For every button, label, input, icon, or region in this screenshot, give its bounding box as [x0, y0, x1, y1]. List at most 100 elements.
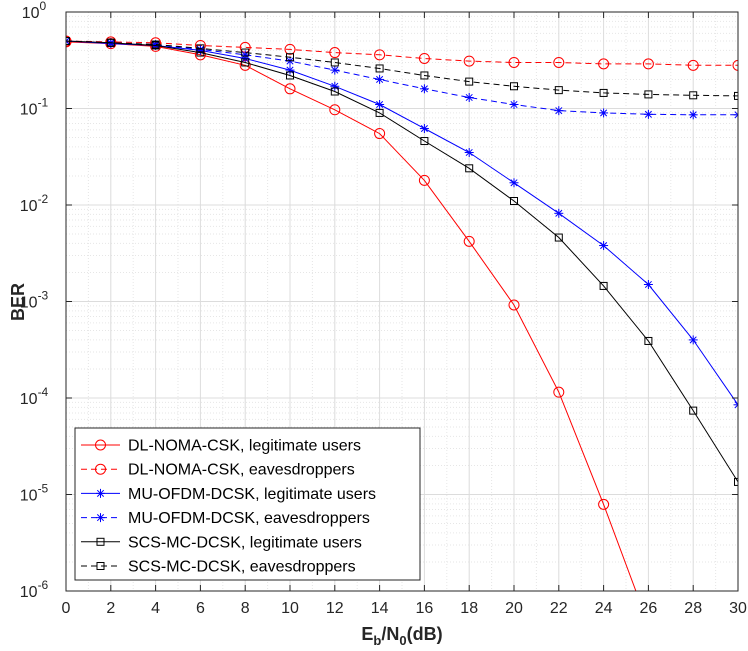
- legend: DL-NOMA-CSK, legitimate users DL-NOMA-CSK…: [74, 427, 421, 581]
- series-4: [66, 36, 738, 120]
- x-tick-label: 30: [729, 600, 747, 617]
- x-axis-label: Eb/N0(dB): [361, 624, 442, 648]
- legend-label: MU-OFDM-DCSK, legitimate users: [128, 486, 376, 503]
- data-point: [374, 49, 386, 61]
- x-tick-label: 8: [241, 600, 250, 617]
- x-tick-label: 28: [684, 600, 702, 617]
- data-point: [96, 537, 105, 546]
- legend-entry: SCS-MC-DCSK, eavesdroppers: [81, 559, 356, 576]
- x-axis-label-mid: /N: [381, 624, 399, 644]
- data-point: [420, 137, 429, 146]
- series-6: [66, 37, 738, 100]
- x-tick-label: 18: [460, 600, 478, 617]
- data-point: [734, 477, 738, 486]
- x-axis-label-sub-0: 0: [399, 633, 406, 648]
- data-point: [599, 88, 608, 97]
- data-point: [554, 86, 563, 95]
- data-point: [329, 104, 341, 116]
- data-point: [733, 400, 738, 410]
- legend-label: MU-OFDM-DCSK, eavesdroppers: [128, 510, 370, 527]
- legend-label: SCS-MC-DCSK, legitimate users: [128, 534, 362, 551]
- x-tick-label: 10: [281, 600, 299, 617]
- data-point: [375, 108, 384, 117]
- data-point: [554, 208, 564, 218]
- data-point: [463, 55, 475, 67]
- data-point: [510, 197, 518, 206]
- data-point: [464, 147, 474, 157]
- data-point: [465, 164, 474, 173]
- data-point: [95, 463, 106, 475]
- x-tick-label: 26: [640, 600, 658, 617]
- data-point: [241, 58, 250, 67]
- data-point: [554, 106, 564, 116]
- x-tick-label: 24: [595, 600, 613, 617]
- data-point: [330, 87, 339, 96]
- data-point: [418, 52, 430, 64]
- data-point: [196, 48, 205, 57]
- data-point: [375, 74, 385, 84]
- legend-box: [74, 427, 421, 581]
- series-3: [66, 36, 738, 410]
- x-axis-label-sub-b: b: [373, 633, 381, 648]
- x-axis-label-tail: (dB): [407, 624, 443, 644]
- data-point: [196, 44, 205, 53]
- x-axis-label-base: E: [361, 624, 373, 644]
- data-point: [329, 47, 341, 59]
- data-point: [599, 281, 608, 290]
- data-point: [96, 488, 105, 498]
- data-point: [688, 110, 698, 120]
- x-tick-label: 4: [151, 600, 160, 617]
- data-point: [689, 91, 698, 100]
- data-point: [419, 84, 429, 94]
- series-line: [66, 40, 738, 406]
- y-tick-label: 10-3: [20, 289, 49, 312]
- data-point: [643, 280, 653, 290]
- data-point: [419, 124, 429, 134]
- data-point: [734, 91, 738, 100]
- data-point: [375, 64, 384, 73]
- legend-entry: MU-OFDM-DCSK, legitimate users: [81, 486, 376, 503]
- x-tick-label: 14: [371, 600, 389, 617]
- legend-entry: DL-NOMA-CSK, legitimate users: [81, 438, 361, 455]
- series-line: [66, 40, 738, 483]
- series-line: [66, 40, 738, 66]
- data-point: [509, 100, 519, 110]
- data-point: [286, 53, 294, 62]
- y-tick-label: 100: [22, 0, 47, 22]
- data-point: [642, 58, 654, 70]
- data-point: [151, 40, 160, 49]
- x-tick-label: 0: [62, 600, 71, 617]
- x-tick-label: 20: [505, 600, 523, 617]
- data-point: [284, 43, 296, 55]
- data-point: [374, 128, 386, 140]
- x-tick-label: 6: [196, 600, 205, 617]
- data-point: [733, 110, 738, 120]
- series-layer: [66, 35, 738, 591]
- data-point: [96, 562, 105, 570]
- series-line: [66, 41, 637, 591]
- data-point: [465, 77, 474, 86]
- x-axis-ticks: 0 2 4 6 8 10 12 14 16 18 20 22 24 26 28 30: [62, 12, 747, 617]
- data-point: [688, 335, 698, 345]
- legend-label: DL-NOMA-CSK, legitimate users: [128, 438, 361, 455]
- data-point: [554, 233, 563, 242]
- data-point: [689, 406, 698, 415]
- data-point: [687, 59, 699, 71]
- data-point: [420, 71, 429, 80]
- data-point: [508, 56, 520, 68]
- data-point: [375, 100, 385, 110]
- data-point: [644, 90, 653, 99]
- legend-entry: MU-OFDM-DCSK, eavesdroppers: [81, 510, 370, 527]
- x-tick-label: 2: [106, 600, 115, 617]
- data-point: [286, 71, 294, 80]
- series-line: [66, 40, 738, 97]
- data-point: [241, 48, 250, 57]
- x-tick-label: 16: [416, 600, 434, 617]
- data-point: [66, 37, 70, 46]
- data-point: [598, 498, 610, 510]
- legend-entry: SCS-MC-DCSK, legitimate users: [81, 534, 362, 551]
- legend-entry: DL-NOMA-CSK, eavesdroppers: [81, 462, 355, 479]
- data-point: [644, 336, 653, 345]
- data-point: [463, 235, 475, 247]
